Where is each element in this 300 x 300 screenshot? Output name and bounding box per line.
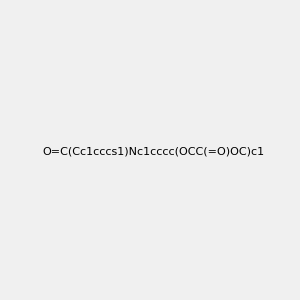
- Text: O=C(Cc1cccs1)Nc1cccc(OCC(=O)OC)c1: O=C(Cc1cccs1)Nc1cccc(OCC(=O)OC)c1: [43, 146, 265, 157]
